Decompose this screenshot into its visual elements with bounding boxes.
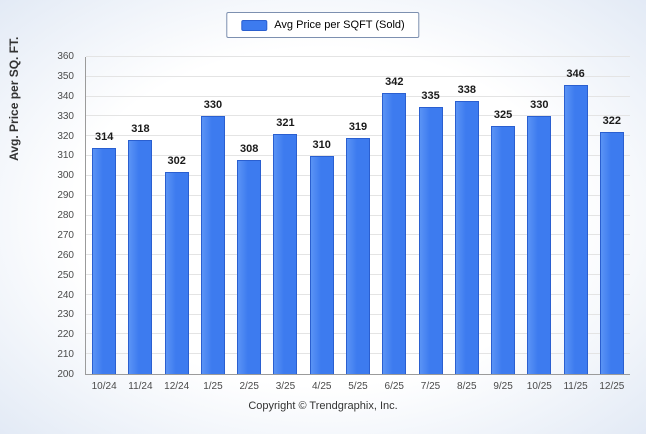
y-tick-label: 270: [57, 229, 74, 241]
bar-12/24: [164, 171, 189, 374]
bar-slot: 308 2/25: [231, 57, 267, 392]
bar-value-label: 322: [602, 115, 622, 128]
bar-slot: 319 5/25: [340, 57, 376, 392]
bar-10/25: [527, 116, 552, 374]
bar-11/24: [128, 140, 153, 374]
bar-value-label: 308: [240, 143, 259, 156]
gridline: [86, 115, 630, 117]
copyright-text: Copyright © Trendgraphix, Inc.: [248, 400, 398, 412]
y-tick-label: 280: [57, 210, 74, 221]
x-tick-label: 5/25: [348, 381, 368, 392]
bar-slot: 330 10/25: [521, 57, 557, 392]
y-tick-label: 320: [57, 130, 74, 142]
bar-12/25: [599, 132, 624, 374]
bar-value-label: 335: [421, 89, 440, 102]
bar-slot: 321 3/25: [267, 57, 303, 392]
x-tick-label: 4/25: [311, 381, 332, 392]
gridline: [86, 135, 630, 137]
x-tick-label: 10/24: [91, 381, 117, 392]
y-tick-label: 230: [57, 309, 74, 321]
bar-value-label: 302: [167, 154, 186, 167]
bar-value-label: 325: [493, 109, 513, 122]
x-tick-label: 8/25: [457, 381, 477, 392]
bar-slot: 342 6/25: [376, 57, 412, 392]
bar-6/25: [382, 92, 407, 374]
bar-value-label: 319: [348, 121, 368, 134]
bar-slot: 325 9/25: [485, 57, 521, 392]
gridline: [86, 56, 630, 57]
x-tick-label: 10/25: [526, 381, 552, 392]
x-tick-label: 9/25: [493, 381, 513, 392]
y-tick-label: 220: [57, 329, 74, 341]
x-tick-label: 12/25: [599, 381, 625, 392]
y-tick-label: 340: [57, 90, 74, 102]
y-tick-label: 350: [57, 70, 74, 82]
y-tick-label: 360: [57, 51, 74, 62]
gridline: [86, 95, 630, 97]
bar-slot: 302 12/24: [159, 57, 195, 392]
x-tick-label: 12/24: [164, 381, 190, 392]
x-tick-label: 11/25: [563, 381, 588, 392]
legend-swatch: [241, 19, 268, 31]
y-tick-label: 330: [57, 110, 74, 122]
x-tick-label: 2/25: [239, 381, 259, 392]
bar-2/25: [237, 160, 262, 374]
x-tick-label: 7/25: [420, 381, 441, 392]
y-tick-label: 300: [57, 170, 74, 182]
y-tick-label: 210: [57, 349, 74, 361]
x-tick-label: 11/24: [128, 381, 153, 392]
bar-value-label: 330: [530, 99, 549, 112]
plot-area: 314 10/24 318 11/24 302 12/24 330 1/25 308 2/25 32…: [85, 56, 630, 392]
bar-slot: 335 7/25: [412, 57, 448, 392]
bar-slot: 314 10/24: [86, 57, 122, 392]
legend: Avg Price per SQFT (Sold): [226, 12, 420, 38]
bar-4/25: [309, 156, 334, 374]
x-tick-label: 6/25: [384, 381, 404, 392]
y-tick-label: 200: [57, 369, 74, 380]
bar-value-label: 310: [312, 139, 331, 152]
bar-value-label: 338: [457, 83, 476, 96]
bar-slot: 310 4/25: [304, 57, 340, 392]
bar-value-label: 346: [566, 67, 585, 80]
bar-8/25: [454, 100, 479, 374]
bar-slot: 330 1/25: [195, 57, 231, 392]
gridline: [86, 75, 630, 77]
x-tick-label: 3/25: [275, 381, 296, 392]
y-tick-label: 250: [57, 269, 74, 281]
bar-9/25: [491, 126, 516, 374]
bar-slot: 318 11/24: [122, 57, 158, 392]
bar-value-label: 342: [385, 75, 404, 88]
bar-slot: 322 12/25: [594, 57, 630, 392]
bar-1/25: [200, 116, 225, 374]
bar-value-label: 321: [276, 117, 295, 130]
y-tick-label: 310: [57, 150, 74, 162]
bar-slot: 346 11/25: [557, 57, 593, 392]
bar-5/25: [345, 138, 370, 374]
legend-label: Avg Price per SQFT (Sold): [274, 19, 405, 31]
bar-slot: 338 8/25: [449, 57, 485, 392]
bar-value-label: 330: [203, 99, 223, 112]
y-tick-label: 240: [57, 289, 74, 301]
bar-value-label: 314: [94, 131, 114, 144]
bar-3/25: [273, 134, 298, 374]
y-tick-label: 290: [57, 190, 74, 202]
bar-11/25: [563, 84, 588, 374]
x-tick-label: 1/25: [203, 381, 223, 392]
y-tick-label: 260: [57, 249, 74, 261]
bar-7/25: [418, 106, 443, 374]
y-axis: 200 210 220 230 240 250 260 270 280 290 300 310 320 3…: [0, 52, 80, 380]
bar-value-label: 318: [131, 123, 150, 136]
bar-10/24: [92, 148, 117, 374]
